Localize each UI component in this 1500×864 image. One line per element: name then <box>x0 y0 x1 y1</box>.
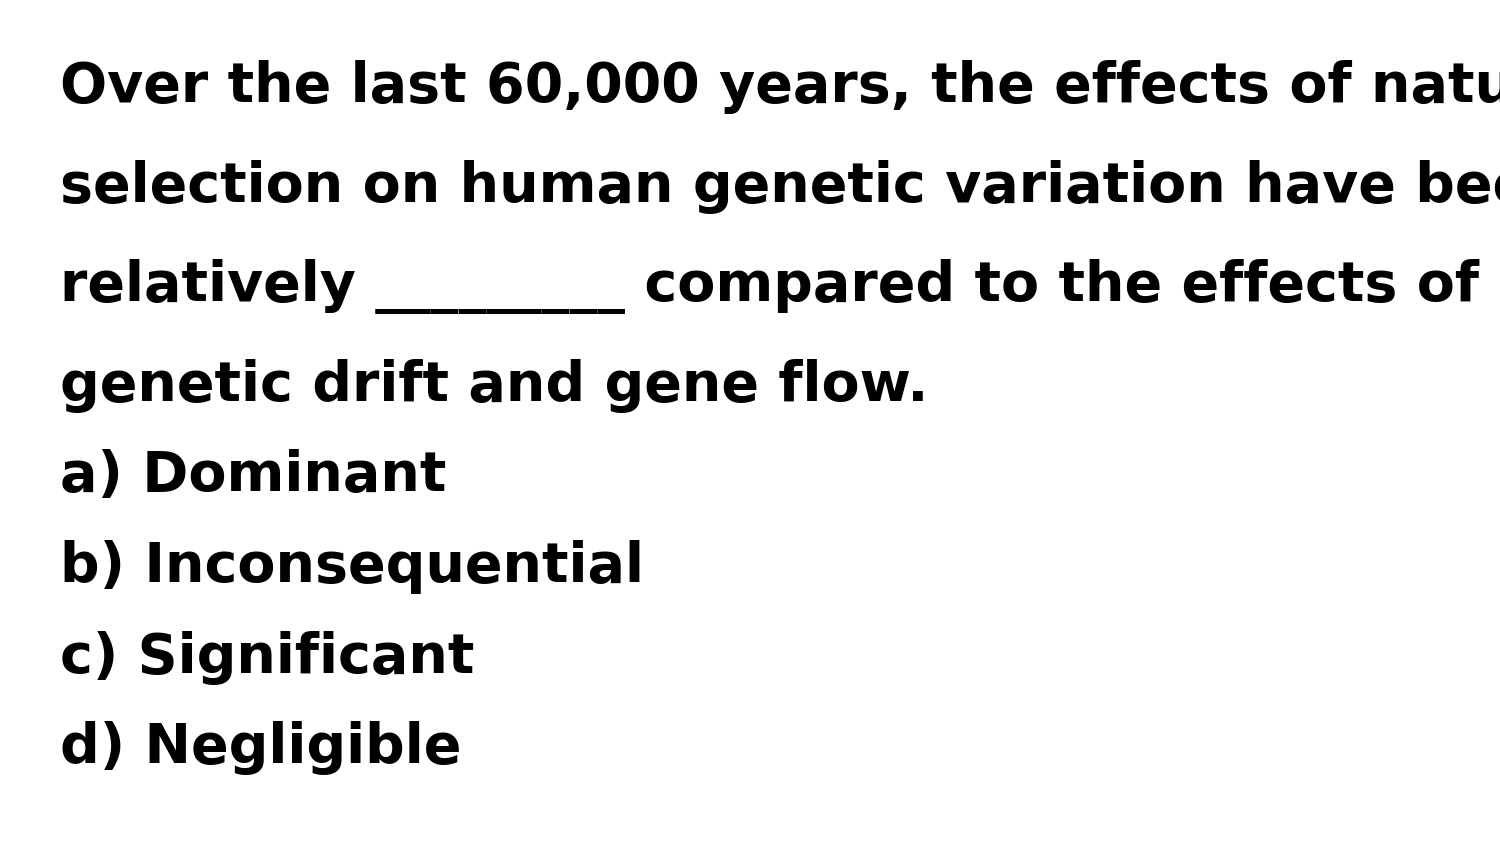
Text: genetic drift and gene flow.: genetic drift and gene flow. <box>60 359 928 413</box>
Text: b) Inconsequential: b) Inconsequential <box>60 540 644 594</box>
Text: Over the last 60,000 years, the effects of natural: Over the last 60,000 years, the effects … <box>60 60 1500 114</box>
Text: a) Dominant: a) Dominant <box>60 449 447 503</box>
Text: c) Significant: c) Significant <box>60 631 474 684</box>
Text: d) Negligible: d) Negligible <box>60 721 462 776</box>
Text: selection on human genetic variation have been: selection on human genetic variation hav… <box>60 160 1500 213</box>
Text: relatively _________ compared to the effects of: relatively _________ compared to the eff… <box>60 259 1479 314</box>
